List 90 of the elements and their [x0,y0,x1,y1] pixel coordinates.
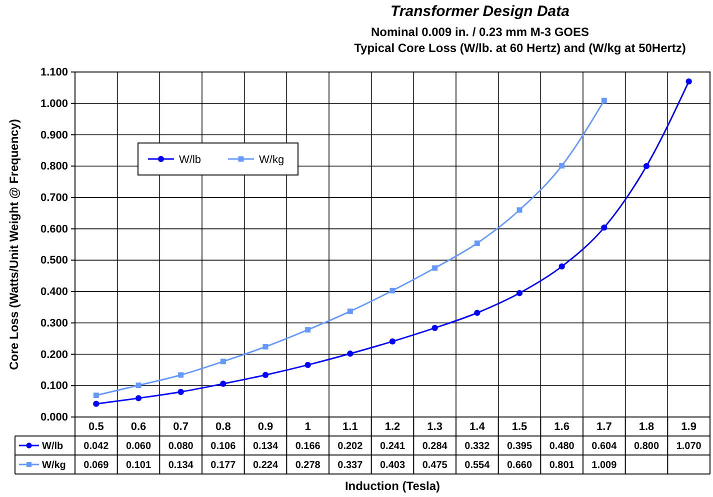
x-tick-label: 0.6 [130,421,146,433]
data-label: 0.134 [252,441,278,452]
x-tick-label: 0.8 [216,421,231,433]
point [474,310,480,316]
x-tick-label: 1.5 [512,421,528,433]
data-label: 0.403 [380,460,406,471]
point [432,265,438,271]
point [135,395,142,402]
data-label: 1.009 [592,460,618,471]
data-label: 0.224 [252,460,278,471]
point [178,372,184,378]
point [389,338,396,344]
point [474,240,480,246]
point [220,358,226,364]
y-tick-label: 0.700 [40,192,68,204]
data-label: 0.101 [126,460,152,471]
legend-label: W/kg [259,154,284,166]
x-tick-label: 1.3 [427,421,442,433]
data-label: 0.395 [506,441,532,452]
x-axis-title: Induction (Tesla) [344,479,440,493]
point [178,388,184,395]
y-tick-label: 1.000 [40,98,68,110]
data-label: 0.069 [84,460,110,471]
x-tick-label: 1.2 [384,421,400,433]
data-label: 1.070 [676,441,702,452]
y-tick-label: 0.000 [40,412,68,424]
point [93,400,100,407]
chart-title: Transformer Design Data [390,3,570,20]
x-tick-label: 1.8 [638,421,654,433]
point [305,327,311,333]
point [601,98,607,104]
data-label: 0.801 [549,460,575,471]
point [262,372,269,378]
x-tick-label: 1.9 [681,421,696,433]
data-label: 0.660 [506,460,532,471]
data-label: 0.042 [84,441,110,452]
y-tick-label: 0.600 [40,223,68,236]
x-tick-label: 0.5 [88,421,104,433]
point [559,163,565,169]
data-label: 0.134 [168,460,194,471]
data-label: 0.278 [295,460,321,471]
point [558,263,565,270]
data-label: 0.332 [464,441,490,452]
data-label: 0.177 [210,460,236,471]
x-tick-label: 1.6 [554,421,570,433]
point [262,344,268,350]
point [516,290,523,296]
point [304,362,311,368]
point [93,392,99,398]
text: W/lb [42,441,64,452]
y-tick-label: 0.400 [40,286,68,298]
point [220,380,226,387]
point [136,382,142,388]
data-label: 0.284 [422,441,448,452]
x-tick-label: 0.7 [173,421,188,433]
y-tick-label: 0.300 [40,317,68,330]
x-tick-label: 0.9 [258,421,274,433]
data-label: 0.604 [592,441,618,452]
x-tick-label: 1.4 [470,421,486,433]
data-label: 0.202 [338,441,364,452]
y-tick-label: 0.200 [40,348,68,361]
point [432,324,438,332]
y-tick-label: 0.100 [40,380,68,392]
data-label: 0.166 [295,441,321,452]
data-label: 0.337 [338,460,364,471]
y-tick-label: 1.100 [40,66,68,79]
chart-subtitle: Nominal 0.009 in. / 0.23 mm M-3 GOES Typical Core Loss (W/lb. at 60 Hertz) and (W/kg at 50Hertz) [354,25,686,55]
data-label: 0.475 [422,460,448,471]
y-tick-label: 0.900 [40,129,68,142]
y-tick-label: 0.800 [40,160,68,173]
point [390,288,396,294]
point [347,350,354,357]
data-label: 0.241 [380,441,406,452]
x-tick-label: 1.7 [596,421,612,433]
point [347,308,353,314]
point [686,78,692,84]
data-label: 0.554 [464,460,490,471]
x-tick-label: 1 [304,421,311,433]
x-tick-label: 1.1 [342,421,358,433]
data-label: 0.106 [210,441,236,452]
point [601,224,608,231]
point [643,163,650,170]
data-label: 0.480 [549,441,575,452]
data-label: 0.080 [168,441,194,452]
data-label: 0.060 [126,441,152,452]
legend-label: W/lb [179,154,201,166]
text: W/kg [42,460,66,471]
y-axis-title: Core Loss (Watts/Unit Weight @ Frequency) [7,118,21,370]
y-tick-label: 0.500 [40,254,68,267]
data-label: 0.800 [634,441,660,452]
